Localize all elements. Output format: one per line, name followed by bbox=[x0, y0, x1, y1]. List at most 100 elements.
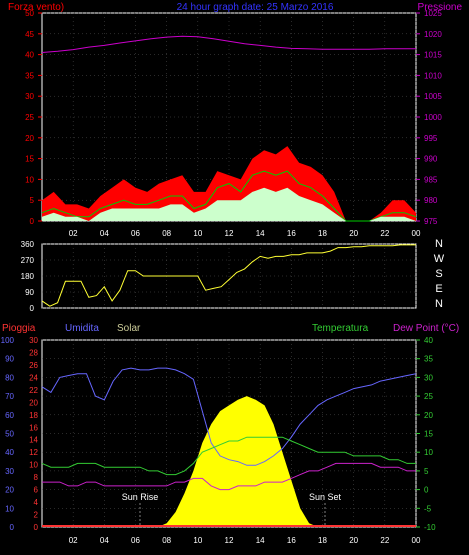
compass-letter-n: N bbox=[435, 298, 443, 310]
humidity-y-tick-label: 10 bbox=[5, 504, 14, 513]
humidity-line bbox=[41, 367, 417, 466]
wind-y-tick-label: 20 bbox=[25, 134, 34, 143]
humidity-y-tick-label: 80 bbox=[5, 373, 14, 382]
rain-y-tick-label: 28 bbox=[29, 348, 38, 357]
rain-y-tick-label: 22 bbox=[29, 386, 38, 395]
wind-y-tick-label: 45 bbox=[25, 30, 34, 39]
wind-x-tick-label: 10 bbox=[193, 229, 202, 238]
temperature-y-tick-label: 0 bbox=[424, 486, 429, 495]
rain-y-tick-label: 4 bbox=[34, 498, 39, 507]
weather-x-tick-label: 10 bbox=[193, 536, 202, 545]
rain-y-tick-label: 0 bbox=[34, 523, 39, 532]
direction-y-tick-label: 360 bbox=[21, 240, 35, 249]
direction-y-tick-label: 90 bbox=[25, 288, 34, 297]
sunset-label: Sun Set bbox=[309, 492, 342, 502]
temperature-y-tick-label: 15 bbox=[424, 430, 433, 439]
wind-x-tick-label: 02 bbox=[69, 229, 78, 238]
wind-x-tick-label: 00 bbox=[412, 229, 421, 238]
humidity-y-tick-label: 70 bbox=[5, 392, 14, 401]
compass-letter-w: W bbox=[434, 253, 445, 265]
pressure-line bbox=[41, 35, 416, 53]
humidity-y-tick-label: 0 bbox=[10, 523, 15, 532]
wind-x-tick-label: 06 bbox=[131, 229, 140, 238]
rain-y-tick-label: 30 bbox=[29, 336, 38, 345]
wind-x-tick-label: 14 bbox=[256, 229, 265, 238]
dewpoint-line bbox=[42, 462, 416, 491]
temperature-y-tick-label: 25 bbox=[424, 392, 433, 401]
wind-average-line bbox=[41, 170, 417, 222]
weather-x-tick-label: 16 bbox=[287, 536, 296, 545]
wind-y-tick-label: 30 bbox=[25, 92, 34, 101]
sunrise-label: Sun Rise bbox=[122, 492, 159, 502]
pressure-y-tick-label: 1005 bbox=[424, 92, 442, 101]
wind-y-tick-label: 35 bbox=[25, 71, 34, 80]
pressure-y-tick-label: 995 bbox=[424, 134, 438, 143]
temperature-y-tick-label: 30 bbox=[424, 373, 433, 382]
weather-x-tick-label: 04 bbox=[100, 536, 109, 545]
weather-x-tick-label: 20 bbox=[349, 536, 358, 545]
wind-y-tick-label: 0 bbox=[30, 217, 35, 226]
direction-y-tick-label: 180 bbox=[21, 272, 35, 281]
solar-axis-title: Solar bbox=[117, 323, 141, 334]
weather-x-tick-label: 22 bbox=[380, 536, 389, 545]
wind-x-tick-label: 20 bbox=[349, 229, 358, 238]
humidity-y-tick-label: 50 bbox=[5, 430, 14, 439]
temperature-y-tick-label: 35 bbox=[424, 355, 433, 364]
pressure-y-tick-label: 1010 bbox=[424, 71, 442, 80]
wind-axis-title: Forza vento) bbox=[8, 2, 64, 13]
pressure-y-tick-label: 975 bbox=[424, 217, 438, 226]
pressure-axis-title: Pressione bbox=[418, 2, 463, 13]
temperature-line bbox=[41, 436, 416, 476]
wind-low-area bbox=[42, 187, 416, 221]
humidity-y-tick-label: 100 bbox=[1, 336, 15, 345]
weather-x-tick-label: 02 bbox=[69, 536, 78, 545]
wind-x-tick-label: 16 bbox=[287, 229, 296, 238]
pressure-y-tick-label: 1000 bbox=[424, 113, 442, 122]
rain-y-tick-label: 12 bbox=[29, 448, 38, 457]
rain-y-tick-label: 20 bbox=[29, 398, 38, 407]
pressure-y-tick-label: 1015 bbox=[424, 51, 442, 60]
rain-y-tick-label: 14 bbox=[29, 436, 38, 445]
humidity-y-tick-label: 30 bbox=[5, 467, 14, 476]
rain-y-tick-label: 24 bbox=[29, 373, 38, 382]
pressure-y-tick-label: 990 bbox=[424, 155, 438, 164]
temperature-y-tick-label: 5 bbox=[424, 467, 429, 476]
compass-letter-e: E bbox=[435, 283, 442, 295]
rain-y-tick-label: 2 bbox=[34, 511, 39, 520]
pressure-y-tick-label: 1020 bbox=[424, 30, 442, 39]
weather-x-tick-label: 14 bbox=[256, 536, 265, 545]
direction-y-tick-label: 270 bbox=[21, 256, 35, 265]
wind-direction-line bbox=[41, 244, 416, 307]
humidity-y-tick-label: 90 bbox=[5, 355, 14, 364]
temperature-y-tick-label: 40 bbox=[424, 336, 433, 345]
weather-x-tick-label: 08 bbox=[162, 536, 171, 545]
wind-y-tick-label: 40 bbox=[25, 51, 34, 60]
chart-date-title: 24 hour graph date: 25 Marzo 2016 bbox=[177, 2, 334, 13]
humidity-y-tick-label: 40 bbox=[5, 448, 14, 457]
direction-y-tick-label: 0 bbox=[30, 304, 35, 313]
temperature-y-tick-label: 10 bbox=[424, 448, 433, 457]
wind-x-tick-label: 08 bbox=[162, 229, 171, 238]
temperature-y-tick-label: 20 bbox=[424, 411, 433, 420]
wind-x-tick-label: 18 bbox=[318, 229, 327, 238]
pressure-y-tick-label: 1025 bbox=[424, 9, 442, 18]
wind-y-tick-label: 25 bbox=[25, 113, 34, 122]
pressure-y-tick-label: 980 bbox=[424, 196, 438, 205]
weather-x-tick-label: 00 bbox=[412, 536, 421, 545]
wind-x-tick-label: 04 bbox=[100, 229, 109, 238]
temperature-y-tick-label: -10 bbox=[424, 523, 436, 532]
solar-area bbox=[42, 396, 416, 527]
humidity-y-tick-label: 20 bbox=[5, 486, 14, 495]
wind-x-tick-label: 12 bbox=[225, 229, 234, 238]
temperature-axis-title: Temperatura bbox=[312, 323, 369, 334]
weather-x-tick-label: 18 bbox=[318, 536, 327, 545]
weather-x-tick-label: 06 bbox=[131, 536, 140, 545]
dewpoint-axis-title: Dew Point (°C) bbox=[393, 323, 459, 334]
rain-y-tick-label: 16 bbox=[29, 423, 38, 432]
rain-y-tick-label: 26 bbox=[29, 361, 38, 370]
rain-axis-title: Pioggia bbox=[2, 323, 36, 334]
wind-y-tick-label: 15 bbox=[25, 155, 34, 164]
wind-x-tick-label: 22 bbox=[380, 229, 389, 238]
rain-y-tick-label: 8 bbox=[34, 473, 39, 482]
